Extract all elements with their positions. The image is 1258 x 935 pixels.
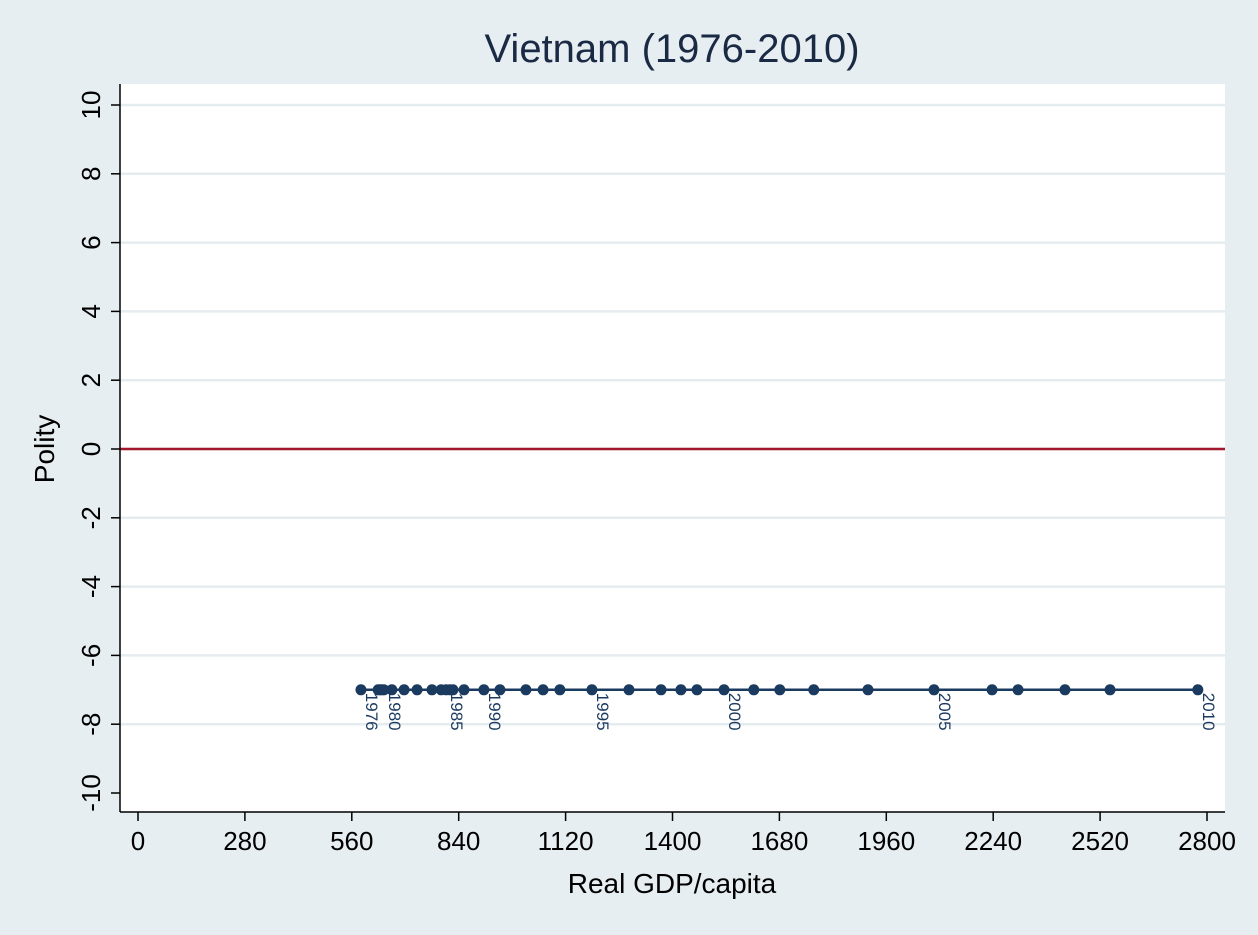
data-point-1991: [494, 684, 506, 696]
y-tick-label: -6: [76, 644, 106, 667]
data-point-1992: [520, 684, 532, 696]
data-point-1983: [411, 684, 423, 696]
data-point-1995: [586, 684, 598, 696]
data-point-2009: [1104, 684, 1116, 696]
y-tick-label: 6: [76, 235, 106, 249]
data-point-2008: [1059, 684, 1071, 696]
data-point-1994: [554, 684, 566, 696]
y-tick-label: -10: [76, 774, 106, 812]
data-point-2007: [1012, 684, 1024, 696]
data-point-1990: [478, 684, 490, 696]
y-tick-label: -2: [76, 506, 106, 529]
data-point-1982: [398, 684, 410, 696]
x-tick-label: 1120: [538, 826, 594, 856]
x-tick-label: 2240: [964, 826, 1022, 856]
chart-title: Vietnam (1976-2010): [484, 27, 859, 71]
point-label-1990: 1990: [485, 693, 504, 731]
point-label-2010: 2010: [1199, 693, 1218, 731]
x-tick-label: 560: [330, 826, 373, 856]
x-tick-label: 280: [223, 826, 266, 856]
data-point-1981: [386, 684, 398, 696]
data-point-1998: [675, 684, 687, 696]
x-tick-label: 2520: [1071, 826, 1129, 856]
x-tick-label: 1680: [750, 826, 808, 856]
data-point-1993: [537, 684, 549, 696]
data-point-2001: [748, 684, 760, 696]
y-tick-label: 10: [76, 91, 106, 120]
data-point-2003: [808, 684, 820, 696]
x-tick-label: 1400: [644, 826, 702, 856]
data-point-2006: [986, 684, 998, 696]
data-point-1984: [426, 684, 438, 696]
data-point-2010: [1192, 684, 1204, 696]
point-label-2005: 2005: [935, 693, 954, 731]
y-tick-label: 2: [76, 373, 106, 387]
x-tick-label: 1960: [857, 826, 915, 856]
x-tick-label: 840: [437, 826, 480, 856]
data-point-1988: [447, 684, 459, 696]
data-series: 1976 1980 1985 1990 1995 2000 2005 2010: [355, 684, 1218, 731]
y-axis-label: Polity: [29, 415, 60, 483]
x-axis-label: Real GDP/capita: [568, 868, 777, 899]
point-label-1976: 1976: [362, 693, 381, 731]
data-point-1976: [355, 684, 367, 696]
y-tick-label: -4: [76, 575, 106, 598]
data-point-1996: [623, 684, 635, 696]
y-tick-label: 8: [76, 167, 106, 181]
data-point-2004: [862, 684, 874, 696]
data-point-1986: [435, 684, 447, 696]
x-tick-label: 2800: [1178, 826, 1236, 856]
point-label-1985: 1985: [447, 693, 466, 731]
data-point-1989: [458, 684, 470, 696]
data-point-2000: [718, 684, 730, 696]
point-label-1980: 1980: [385, 693, 404, 731]
point-label-1995: 1995: [593, 693, 612, 731]
y-tick-label: -8: [76, 713, 106, 736]
data-point-2005: [928, 684, 940, 696]
data-point-1980: [378, 684, 390, 696]
point-label-2000: 2000: [725, 693, 744, 731]
y-tick-label: 0: [76, 442, 106, 456]
y-tick-label: 4: [76, 304, 106, 318]
x-tick-label: 0: [131, 826, 145, 856]
data-point-2002: [774, 684, 786, 696]
data-point-1997: [655, 684, 667, 696]
data-point-1999: [691, 684, 703, 696]
axes: 10 8 6 4 2 0 -2 -4 -6 -8 -10 0 280 560 840 1120 1400 1680…: [76, 84, 1236, 856]
